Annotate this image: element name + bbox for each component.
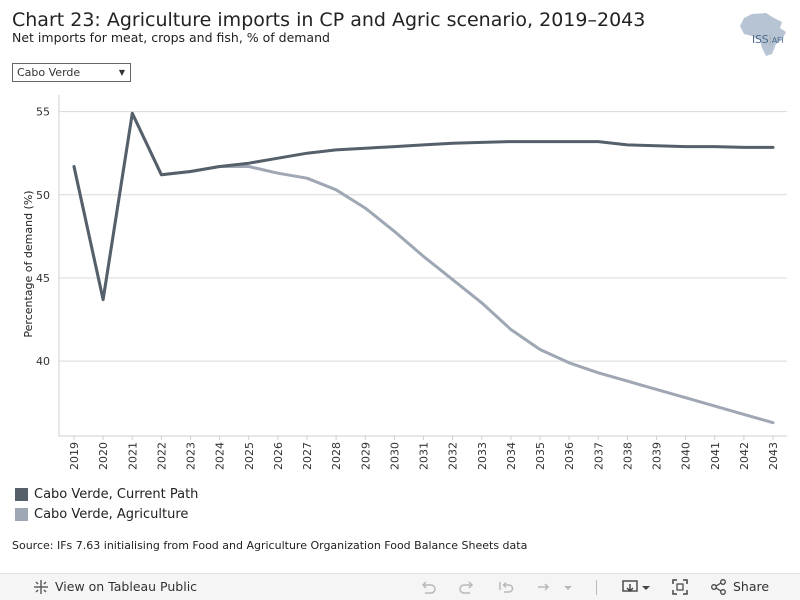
y-axis-label: Percentage of demand (%) (22, 190, 35, 337)
view-on-tableau-label: View on Tableau Public (55, 579, 198, 594)
legend-label: Cabo Verde, Current Path (34, 487, 199, 502)
x-tick-label: 2036 (563, 442, 576, 470)
download-dropdown-icon[interactable] (640, 578, 652, 596)
chart-title: Chart 23: Agriculture imports in CP and … (12, 9, 646, 31)
y-tick-label: 45 (36, 272, 50, 285)
chart-subtitle: Net imports for meat, crops and fish, % … (12, 30, 330, 45)
x-tick-label: 2021 (126, 442, 139, 470)
x-tick-label: 2024 (214, 442, 227, 470)
undo-icon[interactable] (419, 578, 437, 596)
x-tick-label: 2026 (272, 442, 285, 470)
x-tick-label: 2035 (534, 442, 547, 470)
legend-swatch (15, 508, 28, 521)
logo-wordmark: ISS|AFI (752, 33, 784, 46)
x-tick-label: 2030 (388, 442, 401, 470)
x-tick-label: 2043 (767, 442, 780, 470)
axes (58, 95, 787, 440)
x-tick-label: 2039 (651, 442, 664, 470)
toolbar-divider (596, 580, 597, 595)
x-tick-label: 2027 (301, 442, 314, 470)
africa-logo-icon (740, 13, 786, 56)
x-tick-label: 2032 (447, 442, 460, 470)
x-tick-label: 2031 (418, 442, 431, 470)
x-tick-label: 2033 (476, 442, 489, 470)
download-icon[interactable] (621, 578, 639, 596)
x-tick-label: 2040 (680, 442, 693, 470)
x-tick-label: 2023 (185, 442, 198, 470)
share-button[interactable]: Share (733, 579, 770, 594)
line-chart: 40 45 50 55 2019 2020 2021 2022 2023 2024 2025 202… (22, 95, 787, 470)
redo-icon[interactable] (458, 578, 476, 596)
gridlines (59, 111, 787, 362)
x-tick-label: 2041 (709, 442, 722, 470)
x-tick-label: 2034 (505, 442, 518, 470)
x-tick-labels: 2019 2020 2021 2022 2023 2024 2025 2026 2027 2028… (68, 442, 780, 470)
y-tick-label: 40 (36, 355, 50, 368)
tableau-logo-icon (34, 580, 48, 594)
y-tick-labels: 40 45 50 55 (36, 106, 50, 369)
revert-icon[interactable] (497, 578, 515, 596)
x-tick-label: 2029 (359, 442, 372, 470)
series-line-agriculture[interactable] (72, 111, 775, 425)
view-on-tableau-button[interactable]: View on Tableau Public (33, 579, 197, 594)
x-tick-label: 2019 (68, 442, 81, 470)
tableau-toolbar: View on Tableau Public Share (0, 573, 800, 600)
country-dropdown-value: Cabo Verde (17, 66, 81, 79)
x-tick-label: 2022 (155, 442, 168, 470)
refresh-icon[interactable] (535, 578, 553, 596)
x-tick-label: 2037 (592, 442, 605, 470)
share-icon[interactable] (710, 578, 728, 596)
x-tick-label: 2020 (97, 442, 110, 470)
series-lines (72, 111, 775, 425)
y-tick-label: 55 (36, 106, 50, 119)
x-tick-label: 2025 (243, 442, 256, 470)
x-tick-label: 2042 (738, 442, 751, 470)
fullscreen-icon[interactable] (671, 578, 689, 596)
legend-label: Cabo Verde, Agriculture (34, 507, 189, 522)
country-dropdown[interactable]: Cabo Verde ▼ (12, 63, 131, 82)
series-line-current-path[interactable] (72, 111, 775, 302)
chevron-down-icon: ▼ (118, 68, 125, 77)
x-tick-label: 2028 (330, 442, 343, 470)
legend-swatch (15, 488, 28, 501)
y-tick-label: 50 (36, 189, 50, 202)
source-note: Source: IFs 7.63 initialising from Food … (12, 539, 528, 552)
refresh-dropdown-icon[interactable] (562, 578, 574, 596)
x-tick-label: 2038 (621, 442, 634, 470)
